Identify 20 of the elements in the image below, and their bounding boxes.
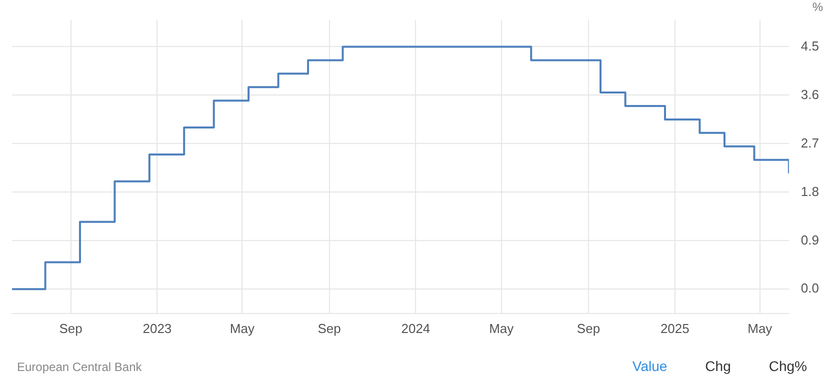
y-axis-title: % bbox=[812, 0, 823, 14]
x-tick-label: Sep bbox=[318, 320, 341, 336]
x-tick-label: 2024 bbox=[401, 320, 430, 336]
x-tick-label: Sep bbox=[59, 320, 82, 336]
text: Value bbox=[632, 358, 668, 374]
x-tick-label: Sep bbox=[576, 320, 600, 336]
y-tick-label: 2.7 bbox=[800, 135, 820, 150]
y-tick-label: 3.6 bbox=[800, 86, 820, 102]
y-tick-label: 4.5 bbox=[800, 38, 820, 54]
text: Chg bbox=[705, 358, 731, 374]
text: European Central Bank bbox=[17, 360, 142, 374]
y-tick-label: 0.9 bbox=[800, 232, 820, 248]
x-tick-label: May bbox=[489, 320, 514, 336]
x-tick-label: 2025 bbox=[660, 320, 690, 336]
text: Chg% bbox=[768, 358, 807, 374]
x-tick-label: May bbox=[230, 320, 255, 336]
x-tick-label: 2023 bbox=[142, 320, 172, 336]
y-tick-label: 1.8 bbox=[800, 184, 820, 199]
x-tick-label: May bbox=[748, 320, 773, 336]
y-tick-label: 0.0 bbox=[800, 280, 820, 296]
